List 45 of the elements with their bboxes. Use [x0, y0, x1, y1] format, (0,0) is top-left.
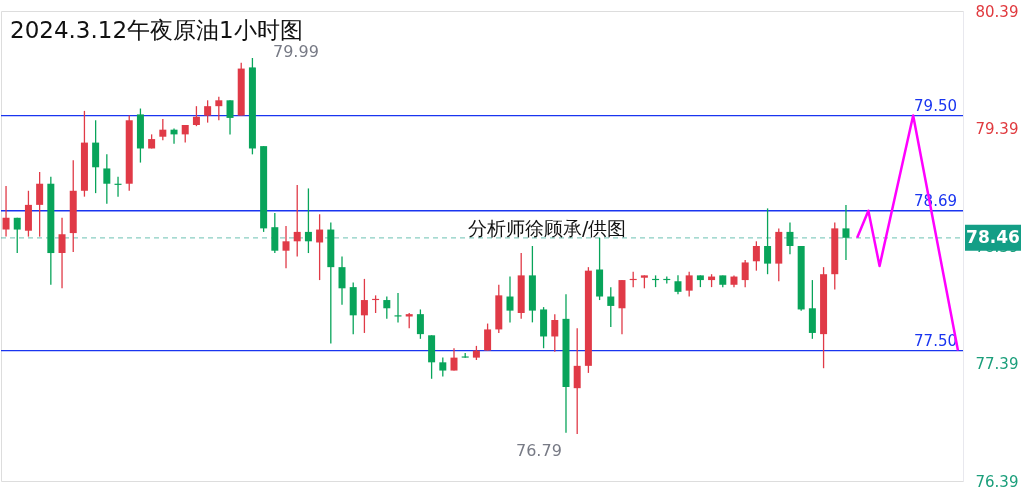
candlestick — [786, 221, 794, 255]
candlestick — [304, 187, 312, 254]
candlestick — [685, 271, 693, 298]
ref-line-label: 79.50 — [914, 96, 957, 115]
y-tick-label: 79.39 — [975, 120, 1019, 138]
candlestick — [338, 255, 346, 306]
candlestick — [293, 184, 301, 258]
candlestick — [204, 99, 212, 124]
candlestick — [416, 308, 424, 340]
candlestick — [13, 217, 21, 254]
candlestick — [741, 259, 749, 288]
annotation: 79.99 — [273, 42, 319, 61]
chart-title: 2024.3.12午夜原油1小时图 — [10, 17, 303, 43]
y-tick-label: 80.39 — [975, 2, 1019, 21]
candlestick — [394, 292, 402, 324]
candlestick — [439, 356, 447, 378]
line-series — [855, 114, 960, 352]
candlestick — [764, 207, 772, 275]
candlestick — [551, 313, 559, 353]
y-tick-label: 77.39 — [975, 355, 1019, 373]
candlestick — [36, 171, 44, 238]
candlestick — [484, 322, 492, 352]
candlestick — [103, 153, 111, 205]
annotation: 76.79 — [516, 441, 562, 460]
candlestick — [607, 286, 615, 328]
candlestick — [282, 225, 290, 269]
candlestick — [752, 240, 760, 272]
candlestick — [316, 213, 324, 281]
candlestick — [674, 274, 682, 295]
candlestick — [573, 327, 581, 435]
candlestick — [58, 217, 66, 289]
y-tick-label: 76.39 — [975, 472, 1019, 491]
candlestick — [226, 99, 234, 136]
candlestick — [360, 278, 368, 334]
candlestick — [506, 275, 514, 324]
candlestick — [159, 118, 167, 141]
candlestick — [271, 212, 279, 254]
candlestick — [2, 185, 10, 238]
candlestick — [450, 347, 458, 372]
candlestick — [383, 295, 391, 320]
ref-line-label: 78.46 — [966, 226, 1020, 247]
annotation: 分析师徐顾承/供图 — [468, 217, 627, 239]
candlestick — [192, 105, 200, 127]
candlestick — [215, 96, 223, 121]
candlestick — [842, 204, 850, 261]
